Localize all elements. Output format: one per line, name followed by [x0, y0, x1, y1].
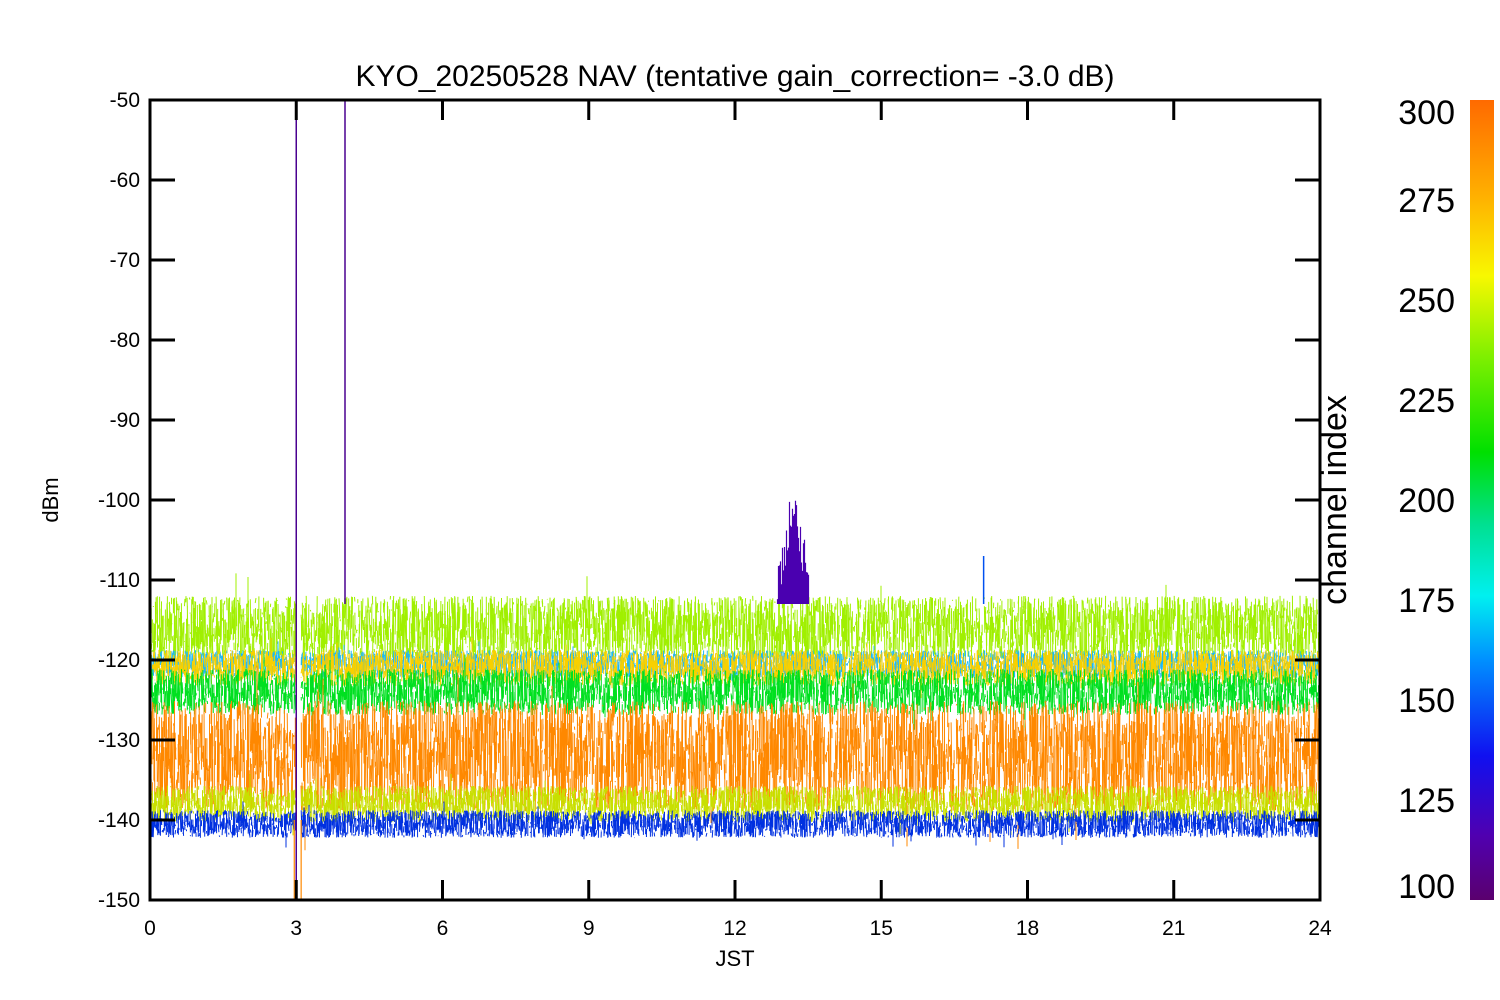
colorbar	[1470, 100, 1494, 900]
colorbar-tick-label: 275	[1398, 182, 1455, 220]
colorbar-tick-label: 250	[1398, 282, 1455, 320]
y-tick-label: -130	[98, 729, 140, 752]
colorbar-tick-label: 100	[1398, 868, 1455, 906]
x-tick-label: 6	[437, 917, 449, 940]
x-tick-label: 9	[583, 917, 595, 940]
x-tick-label: 24	[1308, 917, 1332, 940]
colorbar-label: channel index	[1316, 395, 1354, 605]
colorbar-tick-label: 300	[1398, 94, 1455, 132]
x-tick-label: 3	[290, 917, 302, 940]
colorbar-tick-label: 225	[1398, 382, 1455, 420]
x-axis: 0 3 6 9 12 15 18 21 24	[144, 100, 1332, 940]
x-tick-label: 15	[870, 917, 893, 940]
y-tick-label: -60	[110, 169, 140, 192]
x-tick-label: 0	[144, 917, 156, 940]
colorbar-tick-label: 175	[1398, 582, 1455, 620]
event-burst-110	[776, 500, 810, 604]
y-tick-label: -150	[98, 889, 140, 912]
x-axis-label: JST	[715, 946, 754, 971]
chart-title: KYO_20250528 NAV (tentative gain_correct…	[355, 60, 1114, 93]
x-tick-label: 18	[1016, 917, 1039, 940]
colorbar-tick-label: 200	[1398, 482, 1455, 520]
y-tick-label: -90	[110, 409, 140, 432]
x-tick-label: 21	[1162, 917, 1185, 940]
plot-data	[150, 100, 1320, 900]
burst-trace	[776, 500, 810, 604]
y-tick-label: -110	[100, 569, 140, 592]
y-tick-label: -120	[98, 649, 140, 672]
colorbar-ticks: 300 275 250 225 200 175 150 125 100	[1398, 94, 1455, 906]
y-tick-label: -100	[98, 489, 140, 512]
colorbar-tick-label: 150	[1398, 682, 1455, 720]
colorbar-tick-label: 125	[1398, 782, 1455, 820]
y-tick-label: -50	[110, 89, 140, 112]
y-axis-label: dBm	[38, 477, 63, 522]
y-tick-label: -80	[110, 329, 140, 352]
x-tick-label: 12	[723, 917, 746, 940]
y-axis: -50 -60 -70 -80 -90 -100 -110 -120 -130 -140 -150	[98, 89, 1320, 912]
y-tick-label: -70	[110, 249, 140, 272]
y-tick-label: -140	[98, 809, 140, 832]
